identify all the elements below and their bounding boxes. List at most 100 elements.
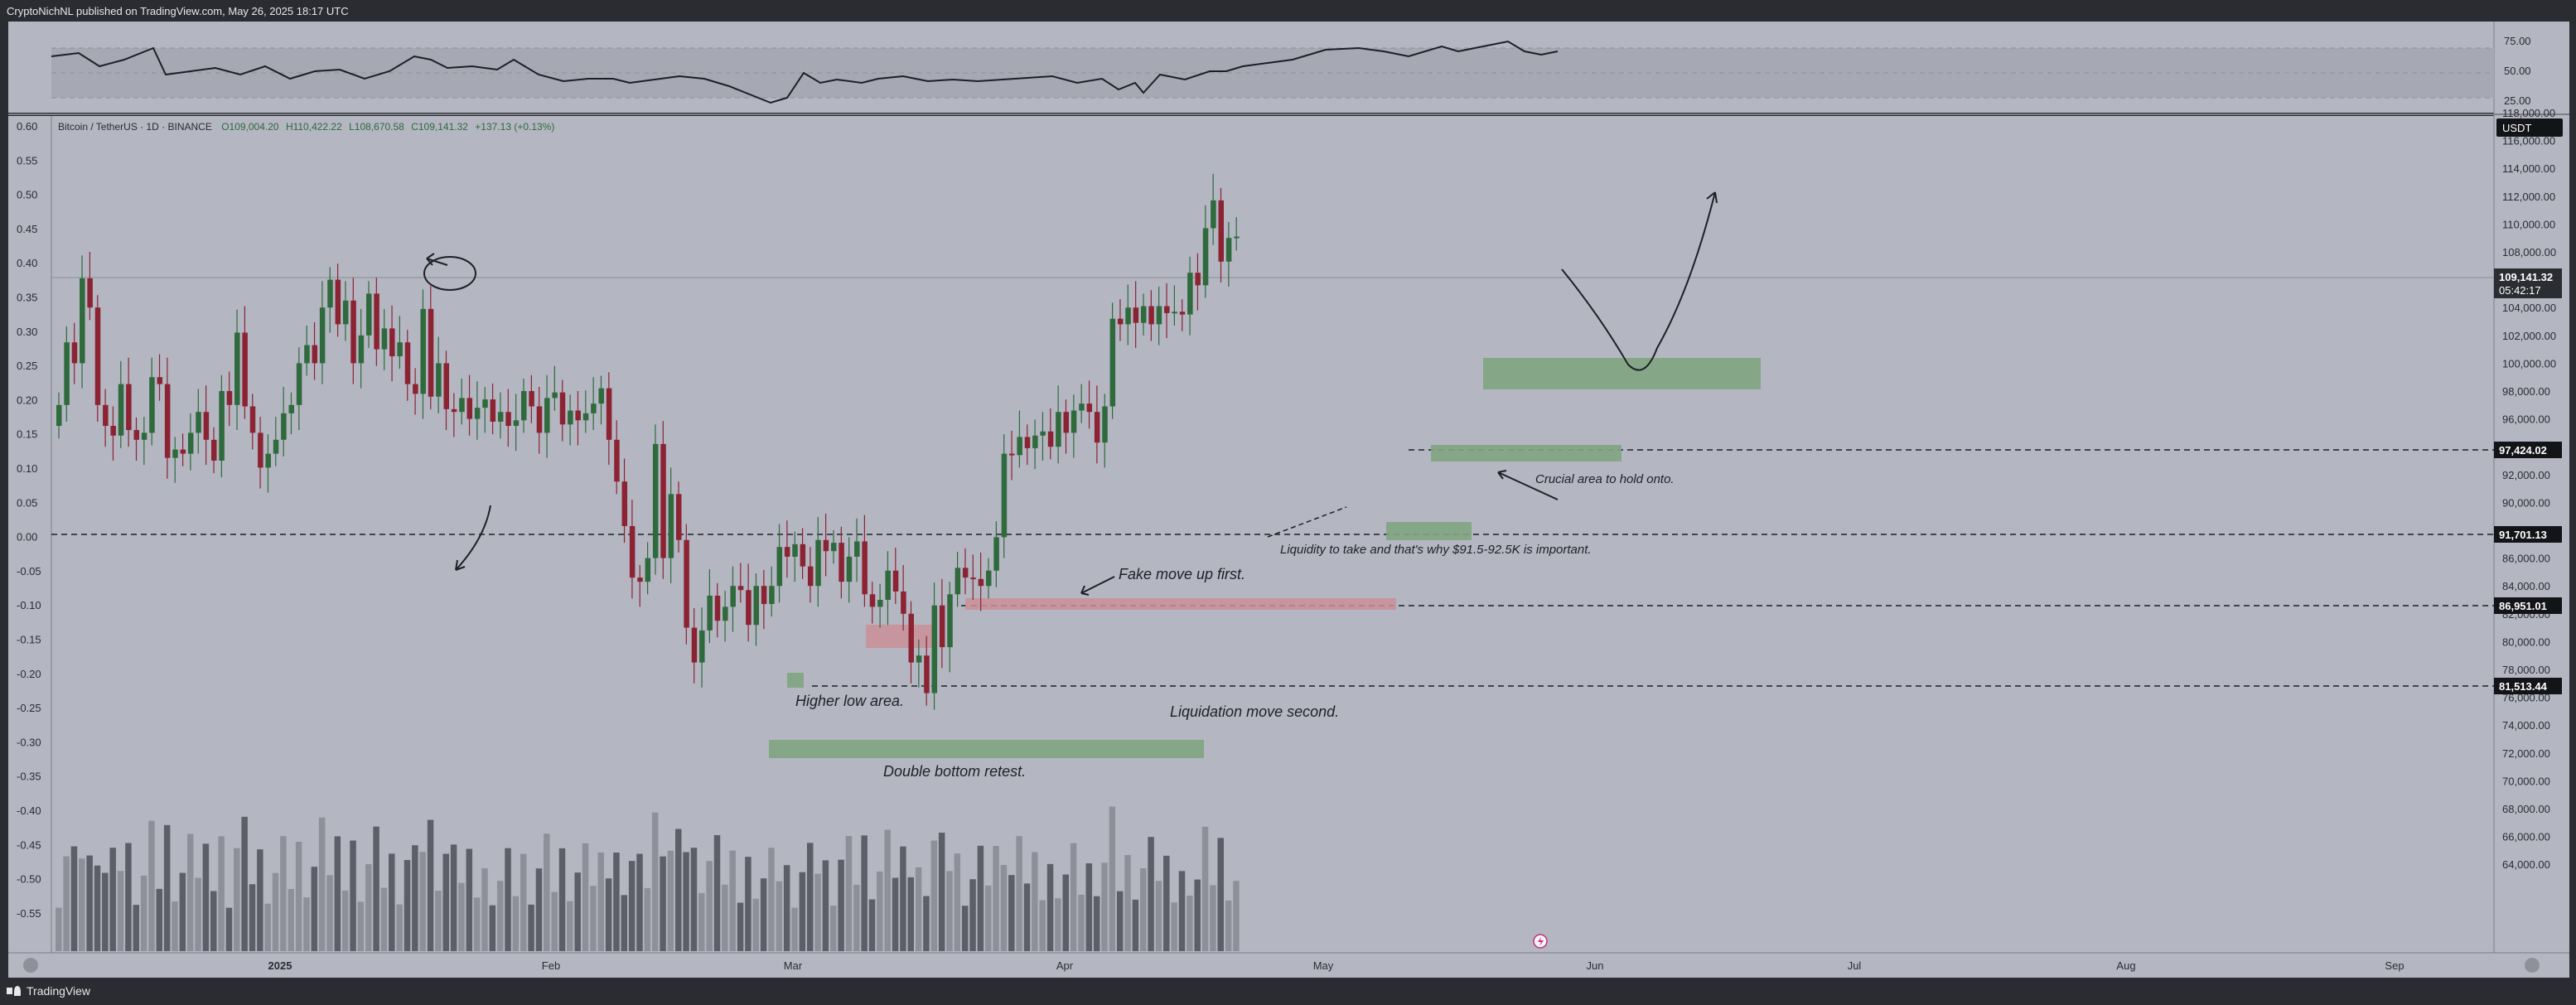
volume-bar — [582, 843, 589, 951]
volume-bar — [930, 840, 938, 951]
left-tick-label: -0.05 — [17, 565, 41, 577]
volume-bar — [660, 856, 666, 951]
volume-bar — [567, 901, 573, 951]
annotation-liquidation: Liquidation move second. — [1170, 703, 1339, 720]
volume-bar — [373, 826, 379, 951]
time-axis-right-button[interactable] — [2525, 958, 2540, 973]
volume-bar — [621, 895, 628, 951]
candle-body — [598, 388, 604, 404]
volume-bar — [496, 881, 504, 951]
volume-bar — [907, 877, 914, 951]
rsi-tick-label: 75.00 — [2504, 35, 2531, 47]
volume-bar — [752, 898, 759, 951]
volume-bar — [605, 878, 612, 951]
price-tick-label: 76,000.00 — [2502, 692, 2550, 704]
price-tick-label: 110,000.00 — [2502, 218, 2555, 230]
volume-bar — [1201, 826, 1209, 951]
left-tick-label: 0.25 — [17, 360, 37, 372]
candle-body — [575, 410, 581, 421]
candle-body — [807, 566, 814, 587]
volume-bar — [853, 884, 860, 951]
volume-bar — [683, 852, 689, 951]
volume-bar — [845, 836, 853, 951]
price-tick-label: 70,000.00 — [2502, 775, 2550, 787]
volume-bar — [1171, 902, 1177, 951]
time-tick-label: Sep — [2385, 959, 2404, 972]
left-tick-label: 0.20 — [17, 394, 37, 406]
current-price-value: 109,141.32 — [2499, 271, 2553, 283]
time-axis[interactable] — [8, 953, 2569, 978]
candle-body — [87, 278, 93, 308]
candle-body — [459, 398, 465, 413]
volume-bar — [590, 886, 597, 951]
volume-bar — [528, 904, 534, 951]
candle-body — [707, 595, 713, 631]
volume-bar — [163, 824, 171, 951]
volume-bar — [186, 833, 194, 951]
candle-body — [1102, 406, 1108, 443]
candle-body — [529, 391, 534, 407]
candle-body — [1032, 435, 1038, 448]
currency-badge[interactable] — [2496, 118, 2563, 137]
candle-body — [536, 406, 543, 433]
price-tick-label: 112,000.00 — [2502, 191, 2555, 203]
left-tick-label: 0.05 — [17, 496, 37, 509]
tradingview-logo[interactable]: TradingView — [7, 984, 90, 998]
volume-bar — [102, 872, 109, 951]
left-tick-label: 0.35 — [17, 292, 37, 304]
time-axis-left-button[interactable] — [23, 958, 38, 973]
candle-body — [94, 307, 101, 405]
candle-body — [582, 413, 589, 421]
candle-body — [931, 605, 938, 693]
candle-body — [133, 430, 139, 440]
price-tick-label: 108,000.00 — [2502, 246, 2556, 258]
candle-body — [939, 605, 945, 648]
price-tick-label: 102,000.00 — [2502, 330, 2556, 342]
left-tick-label: 0.40 — [17, 257, 37, 269]
volume-bar — [799, 872, 806, 951]
candle-body — [265, 453, 271, 468]
candle-body — [288, 404, 294, 413]
volume-bar — [280, 836, 287, 951]
volume-bar — [1046, 863, 1054, 951]
candle-body — [970, 577, 976, 580]
annotation-double-bottom: Double bottom retest. — [883, 763, 1026, 780]
candle-body — [180, 449, 186, 454]
annotation-higher-low: Higher low area. — [795, 693, 904, 709]
volume-bar — [713, 835, 721, 951]
liquidity-trend-line — [1267, 506, 1347, 538]
candle-body — [1211, 200, 1216, 229]
candle-body — [1071, 410, 1077, 433]
current-price-badge — [2494, 268, 2562, 298]
candle-body — [846, 556, 853, 582]
volume-bar — [341, 890, 349, 951]
volume-bar — [148, 820, 155, 951]
volume-bar — [977, 845, 984, 951]
support-zone-liquidity — [1386, 522, 1472, 540]
resistance-zone-april — [965, 598, 1396, 610]
volume-bar — [613, 853, 620, 951]
candle-body — [374, 293, 379, 350]
time-tick-label: Aug — [2116, 959, 2135, 972]
candle-body — [621, 481, 628, 526]
volume-bar — [520, 853, 527, 951]
volume-bar — [79, 858, 85, 951]
candle-body — [513, 420, 520, 426]
volume-bar — [923, 896, 930, 951]
price-axis[interactable] — [2494, 22, 2569, 953]
time-tick-label: Jul — [1848, 959, 1862, 972]
volume-bar — [218, 836, 225, 951]
volume-bar — [628, 861, 636, 951]
volume-bar — [396, 904, 403, 951]
volume-bar — [1039, 900, 1046, 951]
candle-body — [474, 408, 481, 419]
symbol-legend[interactable]: Bitcoin / TetherUS · 1D · BINANCE O109,0… — [58, 121, 554, 133]
left-axis-ticks: 0.60 0.55 0.50 0.45 0.40 0.35 0.30 0.25 0.20 0.15… — [17, 120, 41, 920]
volume-bar — [551, 891, 558, 951]
candle-body — [466, 398, 473, 419]
candle-body — [854, 541, 860, 557]
candle-body — [869, 594, 876, 607]
candle-body — [56, 404, 62, 426]
candle-body — [358, 335, 365, 364]
